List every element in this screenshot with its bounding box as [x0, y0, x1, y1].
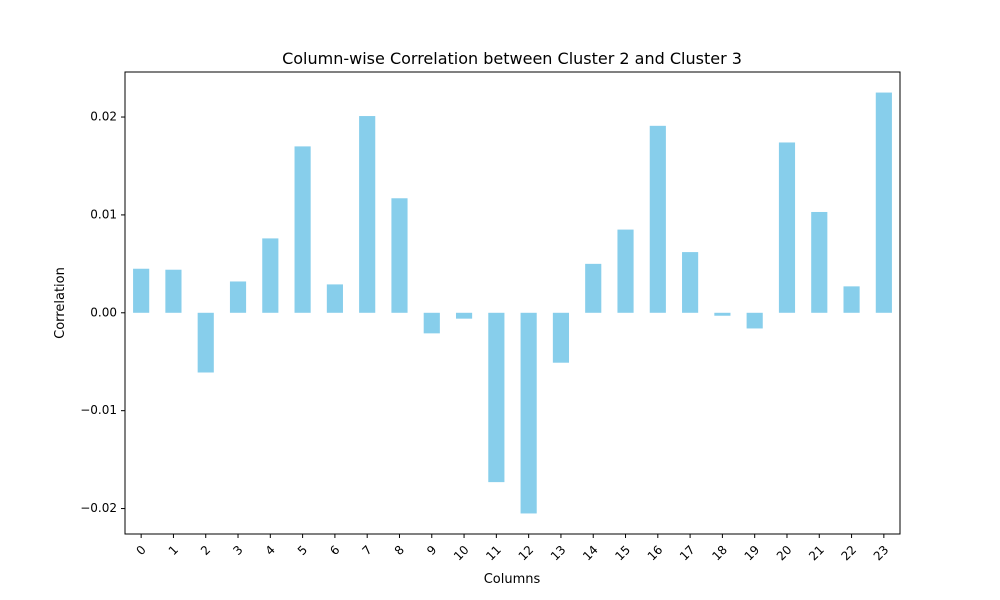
bar-20 [778, 142, 796, 313]
y-ticks-group: −0.02 −0.01 0.00 0.01 0.02 [80, 110, 125, 515]
bar-16 [649, 125, 666, 313]
bar-19 [746, 312, 763, 329]
bar-10 [455, 312, 473, 319]
bar-12 [520, 312, 537, 514]
chart-title: Column-wise Correlation between Cluster … [282, 49, 742, 68]
bar-15 [617, 229, 634, 313]
bar-14 [585, 263, 602, 313]
y-tick-label: −0.01 [80, 403, 117, 417]
bar-7 [359, 116, 376, 313]
bars-group [133, 92, 892, 514]
bar-23 [875, 92, 892, 313]
bar-0 [133, 268, 150, 313]
bar-5 [294, 146, 311, 313]
bar-6 [326, 284, 343, 313]
bar-2 [197, 312, 214, 373]
bar-4 [262, 238, 279, 313]
bar-17 [682, 252, 699, 313]
y-tick-label: 0.01 [90, 207, 117, 221]
plot-frame [124, 71, 901, 535]
y-tick-label: 0.02 [90, 110, 117, 124]
bar-18 [714, 312, 731, 316]
y-axis-label: Correlation [53, 267, 68, 339]
bar-8 [391, 198, 408, 313]
bar-22 [843, 286, 860, 313]
bar-13 [552, 312, 570, 363]
y-tick-label: 0.00 [90, 305, 117, 319]
bar-21 [811, 211, 828, 313]
bar-11 [488, 312, 505, 483]
bar-1 [165, 269, 182, 313]
y-tick-label: −0.02 [80, 501, 117, 515]
bar-9 [423, 312, 440, 334]
bar-3 [229, 281, 247, 313]
x-axis-label: Columns [484, 572, 541, 587]
